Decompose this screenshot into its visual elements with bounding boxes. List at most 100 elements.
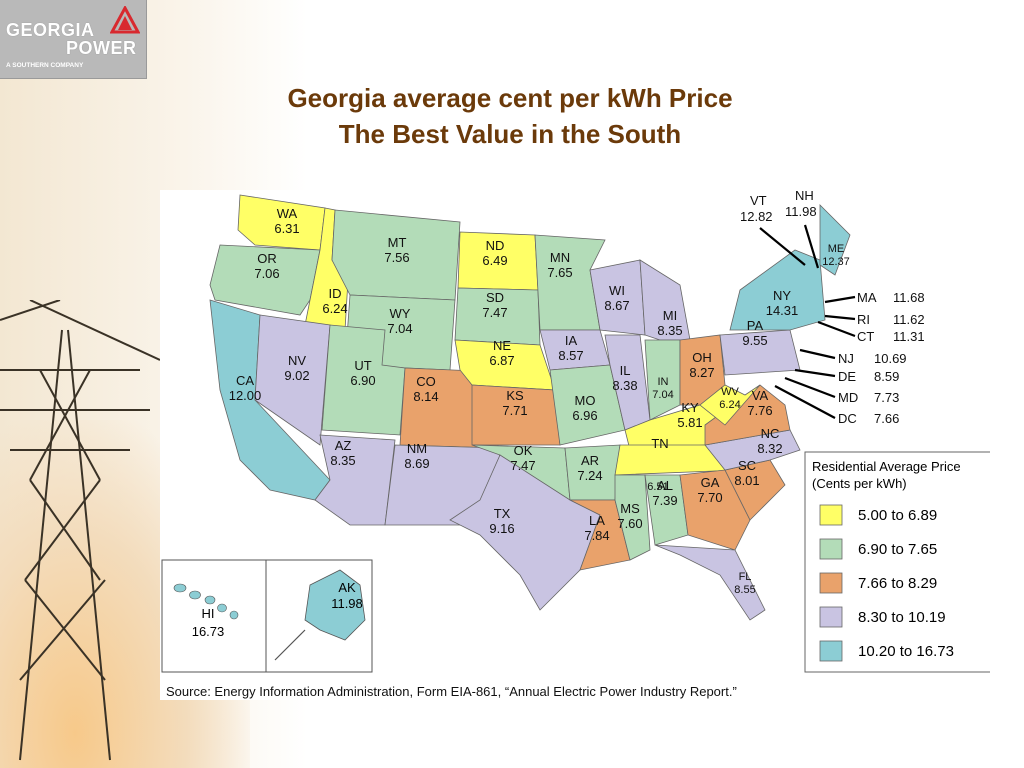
leader-line-ma — [824, 295, 856, 304]
state-label-or: OR — [257, 251, 277, 266]
legend-label-1: 5.00 to 6.89 — [858, 507, 937, 524]
state-value-ky: 5.81 — [677, 415, 702, 430]
legend-label-2: 6.90 to 7.65 — [858, 541, 937, 558]
legend-swatch-5 — [819, 640, 843, 662]
callout-label-dc: DC — [838, 411, 857, 426]
title-line1: Georgia average cent per kWh Price — [287, 83, 733, 113]
state-value-wy: 7.04 — [387, 321, 412, 336]
hawaii-island-1 — [173, 583, 187, 593]
state-value-mn: 7.65 — [547, 265, 572, 280]
legend-swatch-1 — [819, 504, 843, 526]
state-label-mi: MI — [663, 308, 677, 323]
page-title: Georgia average cent per kWh Price The B… — [160, 80, 860, 152]
callout-value-ct: 11.31 — [893, 329, 925, 344]
legend-label-5: 10.20 to 16.73 — [858, 643, 954, 660]
state-label-ga: GA — [701, 475, 720, 490]
state-value-ne: 6.87 — [489, 353, 514, 368]
callout-value-ma: 11.68 — [893, 290, 925, 305]
title-line2: The Best Value in the South — [338, 119, 682, 149]
state-value-wa: 6.31 — [274, 221, 299, 236]
state-label-tn: TN — [651, 436, 668, 451]
callout-value-dc: 7.66 — [874, 411, 899, 426]
state-value-wi: 8.67 — [604, 298, 629, 313]
legend-swatch-2 — [819, 538, 843, 560]
state-label-sc: SC — [738, 458, 756, 473]
state-label-fl: FL — [739, 571, 752, 583]
callout-label-nh: NH — [795, 190, 814, 203]
state-value-ks: 7.71 — [502, 403, 527, 418]
hawaii-island-2 — [189, 590, 201, 600]
callout-label-vt: VT — [750, 193, 767, 208]
state-shape-wa — [237, 194, 326, 251]
transmission-tower-image — [0, 300, 160, 761]
state-value-nd: 6.49 — [482, 253, 507, 268]
state-label-wi: WI — [609, 283, 625, 298]
state-value-mo: 6.96 — [572, 408, 597, 423]
state-value-oh: 8.27 — [689, 365, 714, 380]
state-value-mi: 8.35 — [657, 323, 682, 338]
state-value-pa: 9.55 — [742, 333, 767, 348]
state-value-ca: 12.00 — [229, 388, 262, 403]
state-value-hi: 16.73 — [192, 624, 225, 639]
state-label-wv: WV — [721, 386, 739, 398]
callout-value-vt: 12.82 — [740, 209, 773, 224]
state-label-ca: CA — [236, 373, 254, 388]
state-value-ut: 6.90 — [350, 373, 375, 388]
hawaii-island-4 — [217, 603, 227, 613]
state-label-id: ID — [329, 286, 342, 301]
state-shape-az — [314, 434, 396, 526]
state-value-wv: 6.24 — [719, 399, 740, 411]
state-value-me: 12.37 — [822, 256, 850, 268]
state-value-tx: 9.16 — [489, 521, 514, 536]
state-label-al: AL — [657, 478, 673, 493]
leader-line-nh — [803, 224, 820, 269]
state-label-mo: MO — [575, 393, 596, 408]
state-value-ia: 8.57 — [558, 348, 583, 363]
state-shape-la — [569, 499, 631, 571]
state-label-ok: OK — [514, 443, 533, 458]
state-label-il: IL — [620, 363, 631, 378]
state-label-nm: NM — [407, 441, 427, 456]
state-value-or: 7.06 — [254, 266, 279, 281]
callout-label-ct: CT — [857, 329, 874, 344]
state-label-mt: MT — [388, 235, 407, 250]
leader-line-vt — [759, 227, 806, 266]
callout-label-nj: NJ — [838, 351, 854, 366]
state-value-va: 7.76 — [747, 403, 772, 418]
state-shape-ak — [304, 569, 366, 641]
callout-value-nj: 10.69 — [874, 351, 907, 366]
state-label-co: CO — [416, 374, 436, 389]
state-value-sc: 8.01 — [734, 473, 759, 488]
state-label-ut: UT — [354, 358, 371, 373]
hawaii-island-5 — [229, 610, 239, 620]
state-label-nd: ND — [486, 238, 505, 253]
legend-title-line2: (Cents per kWh) — [812, 476, 907, 491]
logo-line3: A SOUTHERN COMPANY — [6, 62, 84, 69]
state-value-nv: 9.02 — [284, 368, 309, 383]
state-label-nv: NV — [288, 353, 306, 368]
state-value-sd: 7.47 — [482, 305, 507, 320]
callout-label-md: MD — [838, 390, 858, 405]
state-value-id: 6.24 — [322, 301, 347, 316]
leader-line-ri — [824, 314, 856, 321]
state-value-ar: 7.24 — [577, 468, 602, 483]
state-label-nc: NC — [761, 426, 780, 441]
state-label-ar: AR — [581, 453, 599, 468]
legend-swatch-4 — [819, 606, 843, 628]
legend-label-3: 7.66 to 8.29 — [858, 575, 937, 592]
state-label-me: ME — [828, 243, 845, 255]
legend-label-4: 8.30 to 10.19 — [858, 609, 946, 626]
state-label-ia: IA — [565, 333, 578, 348]
georgia-power-logo: GEORGIA POWER A SOUTHERN COMPANY — [0, 0, 147, 79]
source-note: Source: Energy Information Administratio… — [166, 684, 737, 699]
legend-title-line1: Residential Average Price — [812, 459, 961, 474]
map-panel: WA 6.31 OR 7.06 CA 12.00 ID 6.24 NV 9.02 MT 7.56 WY 7… — [160, 190, 990, 700]
state-value-fl: 8.55 — [734, 584, 755, 596]
state-label-hi: HI — [202, 606, 215, 621]
state-value-al: 7.39 — [652, 493, 677, 508]
leader-line-md — [784, 376, 836, 399]
state-label-pa: PA — [747, 318, 764, 333]
state-label-sd: SD — [486, 290, 504, 305]
callout-value-ri: 11.62 — [893, 312, 925, 327]
state-value-ok: 7.47 — [510, 458, 535, 473]
